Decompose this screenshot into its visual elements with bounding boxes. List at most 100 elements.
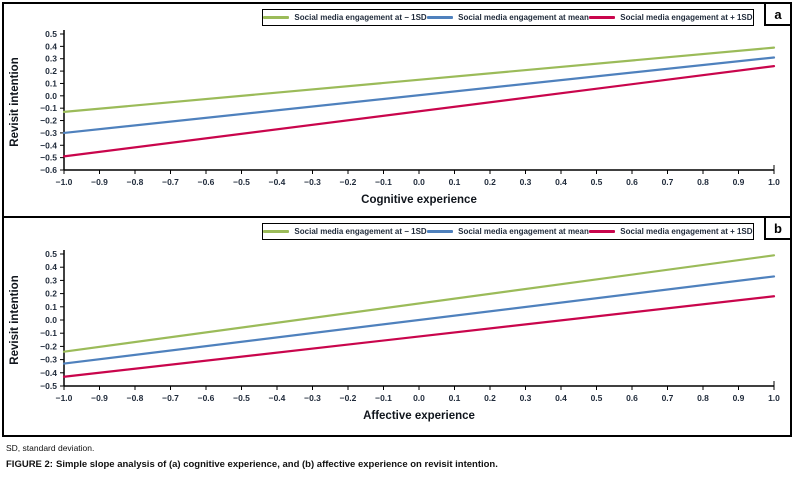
legend-label: Social media engagement at − 1SD — [294, 13, 427, 22]
series-line-2 — [62, 65, 776, 158]
x-tick-label: 0.0 — [413, 393, 425, 403]
series-line-2 — [62, 295, 776, 378]
legend-line-swatch — [427, 230, 454, 233]
x-axis-title: Affective experience — [363, 410, 475, 422]
series-line-0 — [62, 46, 776, 113]
legend-label: Social media engagement at mean — [458, 227, 589, 236]
legend-item: Social media engagement at + 1SD — [589, 13, 753, 22]
panel-letter-b: b — [764, 216, 792, 240]
x-tick-label: −0.9 — [91, 393, 108, 403]
x-tick-label: −0.5 — [233, 393, 250, 403]
y-tick-label: 0.0 — [45, 91, 57, 101]
legend-item: Social media engagement at + 1SD — [589, 227, 753, 236]
figure-caption-text: Simple slope analysis of (a) cognitive e… — [55, 459, 498, 470]
series-line-1 — [62, 56, 776, 135]
y-tick-label: −0.1 — [40, 103, 57, 113]
x-tick-label: 0.6 — [626, 177, 638, 187]
legend-a: Social media engagement at − 1SD Social m… — [262, 9, 754, 26]
y-tick-label: −0.1 — [40, 328, 57, 338]
x-tick-label: −0.2 — [340, 177, 357, 187]
legend-line-swatch — [589, 16, 616, 19]
y-tick-label: −0.3 — [40, 128, 57, 138]
y-axis-title: Revisit intention — [9, 275, 21, 364]
legend-line-swatch — [263, 230, 290, 233]
x-tick-label: −0.1 — [375, 393, 392, 403]
y-tick-label: 0.4 — [45, 41, 57, 51]
x-tick-label: 0.6 — [626, 393, 638, 403]
legend-item: Social media engagement at − 1SD — [263, 227, 427, 236]
x-tick-label: −0.1 — [375, 177, 392, 187]
legend-item: Social media engagement at mean — [427, 227, 589, 236]
y-tick-label: −0.6 — [40, 165, 57, 175]
x-tick-label: 1.0 — [768, 393, 780, 403]
y-tick-label: 0.4 — [45, 262, 57, 272]
x-tick-label: −0.5 — [233, 177, 250, 187]
series-line-0 — [62, 254, 776, 353]
x-tick-label: −0.3 — [304, 177, 321, 187]
y-tick-label: 0.1 — [45, 302, 57, 312]
x-tick-label: 0.5 — [591, 177, 603, 187]
x-tick-label: −0.4 — [269, 393, 286, 403]
x-tick-label: −0.7 — [162, 393, 179, 403]
y-tick-label: 0.5 — [45, 249, 57, 259]
x-tick-label: 0.1 — [449, 177, 461, 187]
x-tick-label: −1.0 — [56, 177, 73, 187]
x-tick-label: −0.6 — [198, 393, 215, 403]
y-tick-label: −0.4 — [40, 140, 57, 150]
x-tick-label: 0.7 — [662, 393, 674, 403]
y-axis-title: Revisit intention — [9, 57, 21, 146]
x-tick-label: 0.1 — [449, 393, 461, 403]
x-tick-label: 0.5 — [591, 393, 603, 403]
legend-line-swatch — [589, 230, 616, 233]
y-tick-label: −0.4 — [40, 368, 57, 378]
x-tick-label: 0.2 — [484, 177, 496, 187]
legend-item: Social media engagement at − 1SD — [263, 13, 427, 22]
panel-a: Social media engagement at − 1SD Social m… — [2, 2, 792, 218]
x-tick-label: 0.2 — [484, 393, 496, 403]
x-tick-label: −0.3 — [304, 393, 321, 403]
x-tick-label: 0.7 — [662, 177, 674, 187]
legend-label: Social media engagement at + 1SD — [620, 227, 753, 236]
chart-a: 0.5 0.4 0.3 0.2 0.1 0.0 −0.1 −0.2 −0.3 −0.4 −0.5 −0… — [9, 29, 780, 206]
legend-item: Social media engagement at mean — [427, 13, 589, 22]
x-tick-label: 0.3 — [520, 177, 532, 187]
x-tick-label: −0.8 — [127, 393, 144, 403]
legend-label: Social media engagement at mean — [458, 13, 589, 22]
x-tick-label: 1.0 — [768, 177, 780, 187]
y-tick-label: 0.2 — [45, 66, 57, 76]
x-tick-label: −0.7 — [162, 177, 179, 187]
panel-letter-a: a — [764, 2, 792, 26]
legend-b: Social media engagement at − 1SD Social m… — [262, 223, 754, 240]
x-tick-label: 0.3 — [520, 393, 532, 403]
x-tick-label: −1.0 — [56, 393, 73, 403]
x-tick-label: 0.9 — [733, 393, 745, 403]
y-tick-label: 0.3 — [45, 54, 57, 64]
panel-b: Social media engagement at − 1SD Social m… — [2, 216, 792, 437]
x-tick-label: −0.8 — [127, 177, 144, 187]
x-tick-label: 0.4 — [555, 177, 567, 187]
figure-caption-label: FIGURE 2: — [6, 459, 53, 470]
figure-caption: FIGURE 2: Simple slope analysis of (a) co… — [6, 459, 498, 470]
y-tick-label: −0.2 — [40, 341, 57, 351]
x-tick-label: 0.8 — [697, 177, 709, 187]
y-tick-label: 0.3 — [45, 275, 57, 285]
x-tick-label: −0.9 — [91, 177, 108, 187]
x-tick-label: −0.6 — [198, 177, 215, 187]
x-tick-label: 0.4 — [555, 393, 567, 403]
figure-footnote: SD, standard deviation. — [6, 443, 95, 453]
chart-b: 0.5 0.4 0.3 0.2 0.1 0.0 −0.1 −0.2 −0.3 −0.4 −0.5 −1… — [9, 249, 780, 422]
x-tick-label: −0.2 — [340, 393, 357, 403]
y-tick-label: 0.2 — [45, 289, 57, 299]
x-tick-label: 0.0 — [413, 177, 425, 187]
legend-line-swatch — [427, 16, 454, 19]
y-tick-label: −0.3 — [40, 355, 57, 365]
legend-label: Social media engagement at − 1SD — [294, 227, 427, 236]
x-axis-title: Cognitive experience — [361, 194, 477, 206]
y-tick-label: −0.5 — [40, 381, 57, 391]
x-tick-label: −0.4 — [269, 177, 286, 187]
series-line-1 — [62, 275, 776, 365]
x-tick-label: 0.9 — [733, 177, 745, 187]
y-tick-label: 0.0 — [45, 315, 57, 325]
y-tick-label: −0.5 — [40, 153, 57, 163]
